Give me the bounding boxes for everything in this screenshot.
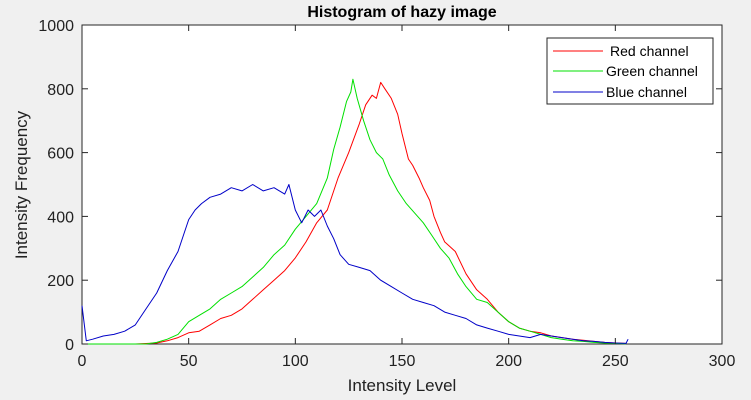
x-tick-label: 0 [78, 353, 87, 370]
y-tick-label: 400 [47, 209, 74, 226]
legend-label-red: Red channel [610, 43, 689, 59]
ticks-layer: 0 50 100 150 200 250 300 0 200 400 600 800 1000 [38, 18, 735, 370]
x-tick-label: 250 [602, 353, 629, 370]
y-tick-label: 0 [65, 337, 74, 354]
y-axis-label: Intensity Frequency [12, 110, 31, 259]
x-axis-label: Intensity Level [348, 376, 457, 395]
x-tick-label: 200 [495, 353, 522, 370]
chart-title: Histogram of hazy image [307, 4, 496, 21]
y-tick-label: 800 [47, 82, 74, 99]
x-tick-label: 50 [180, 353, 198, 370]
legend: Red channel Green channel Blue channel [546, 37, 714, 105]
y-tick-label: 1000 [38, 18, 74, 35]
x-tick-label: 300 [709, 353, 736, 370]
y-tick-label: 600 [47, 146, 74, 163]
series-layer [81, 78, 629, 345]
series-line-green [82, 78, 627, 345]
x-tick-label: 100 [282, 353, 309, 370]
legend-label-blue: Blue channel [606, 84, 687, 100]
legend-label-green: Green channel [606, 63, 698, 79]
series-line-blue [81, 184, 629, 344]
y-tick-label: 200 [47, 273, 74, 290]
x-tick-label: 150 [389, 353, 416, 370]
